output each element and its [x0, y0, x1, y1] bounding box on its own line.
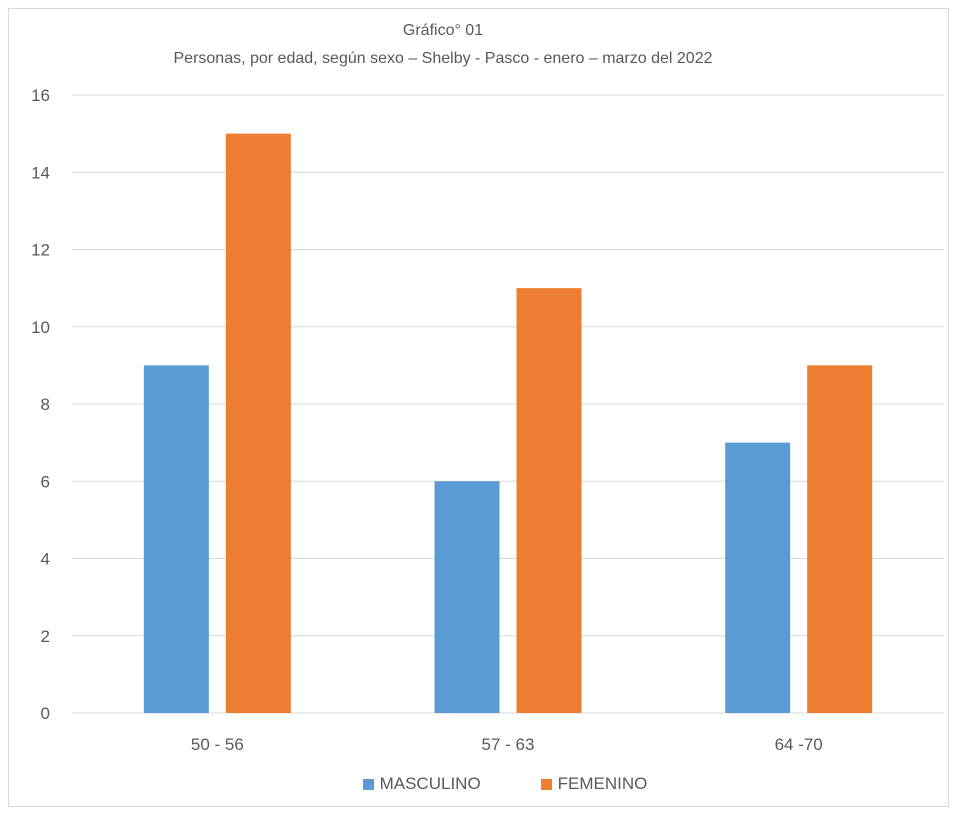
bar-femenino-2 [807, 365, 873, 713]
chart-title: Gráfico° 01 [402, 22, 484, 39]
x-tick-label: 64 -70 [775, 735, 823, 754]
y-tick-label: 6 [41, 472, 50, 491]
y-tick-label: 10 [31, 318, 50, 337]
legend-label-masculino: MASCULINO [379, 774, 481, 793]
legend-item-masculino: MASCULINO [311, 774, 481, 794]
x-tick-label: 50 - 56 [191, 735, 244, 754]
y-tick-label: 12 [31, 241, 50, 260]
legend: MASCULINO FEMENINO [0, 774, 958, 794]
legend-swatch-femenino [540, 778, 552, 790]
bar-femenino-0 [225, 133, 291, 713]
y-tick-label: 8 [41, 395, 50, 414]
bar-masculino-2 [725, 442, 791, 713]
bar-femenino-1 [516, 288, 582, 713]
y-tick-label: 16 [31, 86, 50, 105]
y-tick-label: 0 [41, 704, 50, 723]
y-tick-label: 4 [41, 550, 50, 569]
bar-masculino-1 [434, 481, 500, 713]
x-tick-label: 57 - 63 [482, 735, 535, 754]
legend-item-femenino: FEMENINO [501, 774, 648, 794]
chart-subtitle: Personas, por edad, según sexo – Shelby … [173, 50, 713, 67]
bar-masculino-0 [143, 365, 209, 713]
y-tick-label: 14 [31, 163, 50, 182]
y-tick-label: 2 [41, 627, 50, 646]
legend-swatch-masculino [362, 778, 374, 790]
legend-label-femenino: FEMENINO [557, 774, 648, 793]
